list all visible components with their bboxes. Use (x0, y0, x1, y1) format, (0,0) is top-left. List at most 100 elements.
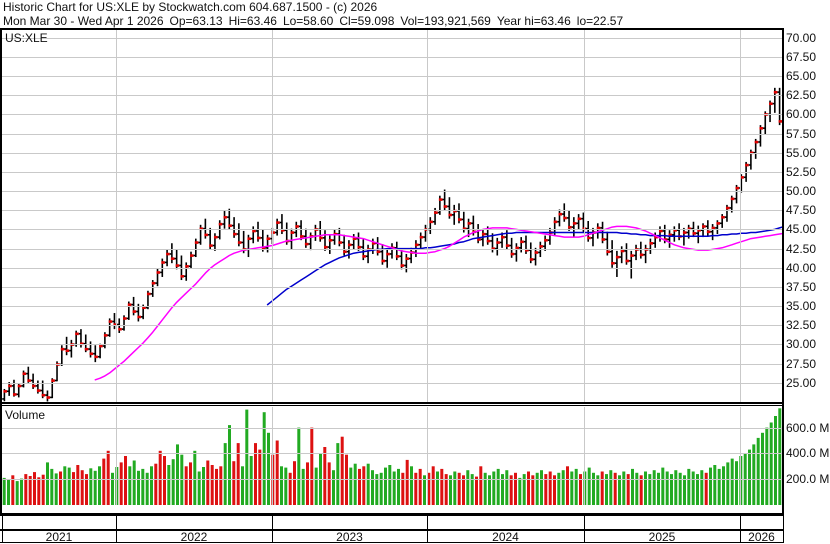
ohlc-bar (164, 249, 170, 267)
moving-average-fast-line (94, 225, 782, 381)
volume-bar (46, 462, 49, 505)
year-gridline (116, 407, 117, 505)
ohlc-bar (624, 243, 630, 265)
ohlc-bar (227, 208, 232, 230)
ohlc-bar (207, 227, 213, 250)
ohlc-bar (198, 224, 204, 245)
volume-bar (717, 468, 721, 505)
ohlc-bar (447, 197, 453, 219)
volume-bar (245, 409, 249, 505)
volume-bar (492, 471, 496, 505)
ohlc-bar (585, 220, 591, 242)
price-axis-tick: 32.50 (786, 318, 817, 333)
volume-bar (657, 472, 660, 505)
volume-bar (392, 471, 396, 505)
volume-bar (11, 475, 15, 505)
volume-bar (570, 471, 574, 505)
volume-bar (176, 444, 179, 505)
year-label[interactable]: 2025 (648, 530, 676, 544)
volume-bar (384, 467, 387, 505)
ohlc-bar (107, 318, 113, 337)
volume-bar (50, 468, 54, 505)
ohlc-bar (337, 227, 342, 247)
year-label[interactable]: 2024 (492, 530, 519, 544)
value-axis: 70.00 67.50 65.00 62.50 60.00 57.50 55.00 52.50… (786, 28, 830, 515)
ohlc-bar (748, 149, 754, 170)
year-label[interactable]: 2026 (748, 530, 775, 544)
volume-bar (665, 471, 669, 505)
price-gridline (2, 287, 782, 288)
ohlc-bar (719, 214, 725, 228)
volume-bar (401, 472, 405, 505)
volume-bar (76, 465, 80, 505)
ohlc-bar (30, 373, 36, 389)
volume-bar (761, 432, 764, 505)
year-label[interactable]: 2021 (45, 530, 73, 544)
volume-bar (470, 474, 474, 505)
ohlc-bar (452, 204, 457, 225)
ohlc-bar (6, 382, 12, 396)
price-axis-tick: 47.50 (786, 203, 817, 218)
volume-bar (72, 472, 75, 505)
volume-bar (548, 471, 552, 505)
price-gridline (2, 306, 782, 307)
year-label[interactable]: 2022 (180, 530, 208, 544)
volume-bar (514, 472, 517, 505)
volume-bar (128, 466, 132, 505)
volume-bar (678, 472, 682, 505)
volume-bar (561, 470, 565, 505)
volume-bar (566, 466, 569, 505)
ohlc-bar (59, 345, 65, 366)
volume-bar (509, 475, 513, 505)
volume-bar (288, 472, 292, 505)
price-gridline (2, 344, 782, 345)
ohlc-bar (332, 229, 338, 245)
price-axis-tick: 55.00 (786, 145, 817, 160)
ohlc-bar (231, 217, 237, 238)
year-label[interactable]: 2023 (336, 530, 363, 544)
volume-bar (700, 470, 704, 505)
volume-bar (141, 468, 145, 505)
chart-header: Historic Chart for US:XLE by Stockwatch.… (0, 0, 830, 28)
ohlc-bar (696, 225, 701, 244)
price-gridline (2, 325, 782, 326)
header-title-line: Historic Chart for US:XLE by Stockwatch.… (3, 0, 378, 14)
date-axis-mid-rule (0, 529, 784, 531)
volume-bar (462, 475, 465, 505)
volume-bar (193, 450, 197, 505)
volume-bar (219, 466, 223, 505)
ohlc-bar (542, 235, 548, 251)
ohlc-bar (21, 370, 27, 388)
volume-bar (544, 474, 548, 505)
price-pane[interactable] (2, 30, 782, 402)
header-low: Lo=58.60 (282, 14, 334, 28)
volume-bar (111, 472, 114, 505)
year-gridline (427, 407, 428, 505)
volume-bar (444, 474, 448, 505)
volume-bar (613, 472, 617, 505)
volume-bar (54, 473, 58, 505)
volume-bar (431, 466, 435, 505)
volume-bar (366, 463, 370, 505)
ohlc-bar (236, 223, 242, 247)
volume-bar (423, 475, 426, 505)
ohlc-bar (399, 248, 405, 270)
ohlc-bar (519, 237, 524, 253)
volume-bar (379, 472, 383, 505)
price-gridline (2, 76, 782, 77)
volume-bar (518, 477, 522, 505)
ohlc-bar (772, 87, 778, 113)
volume-bar (306, 462, 309, 505)
moving-average-slow-line (266, 226, 782, 306)
ohlc-bar (672, 226, 677, 242)
volume-bar (735, 461, 738, 505)
volume-gridline (2, 479, 782, 480)
price-gridline (2, 229, 782, 230)
price-axis-tick: 50.00 (786, 184, 817, 199)
price-gridline (2, 364, 782, 365)
ohlc-bar (495, 237, 500, 256)
ohlc-bar (700, 223, 706, 238)
volume-pane[interactable] (2, 407, 782, 505)
volume-bar (696, 474, 699, 505)
